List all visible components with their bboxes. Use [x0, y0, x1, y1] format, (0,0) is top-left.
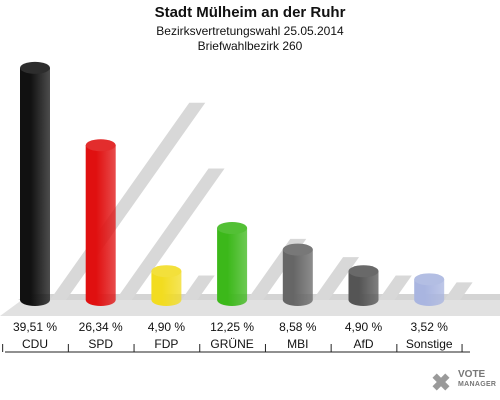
category-label: AfD	[353, 337, 373, 351]
vote-manager-logo	[432, 373, 450, 391]
logo-line2: MANAGER	[458, 381, 497, 388]
value-label: 4,90 %	[148, 320, 186, 334]
bar-shadow	[50, 102, 206, 301]
bar-grüne	[217, 222, 248, 306]
logo-line1: VOTE	[458, 369, 486, 380]
value-label: 12,25 %	[210, 320, 254, 334]
value-label: 3,52 %	[411, 320, 449, 334]
value-label: 4,90 %	[345, 320, 383, 334]
bar-spd	[85, 139, 116, 306]
value-label: 26,34 %	[79, 320, 123, 334]
value-label: 39,51 %	[13, 320, 57, 334]
chart-subtitle-election: Bezirksvertretungswahl 25.05.2014	[156, 24, 344, 38]
value-labels: 39,51 % 26,34 % 4,90 % 12,25 % 8,58 % 4,90 % 3…	[13, 320, 448, 334]
bar-cdu	[20, 61, 50, 306]
bar-shadow	[312, 257, 360, 300]
value-label: 8,58 %	[279, 320, 317, 334]
category-label: SPD	[88, 337, 113, 351]
logo-wordmark: VOTE MANAGER	[458, 370, 496, 390]
category-label: CDU	[22, 337, 48, 351]
category-axis: CDU SPD FDP GRÜNE MBI AfD Sonstige	[2, 337, 470, 353]
category-label: GRÜNE	[210, 337, 253, 351]
bar-shadow	[115, 168, 225, 300]
bars	[20, 61, 445, 306]
bar-afd	[348, 265, 379, 306]
bar-mbi	[282, 243, 313, 306]
bar-shadow	[444, 282, 473, 300]
bar-fdp	[151, 265, 182, 306]
bar-shadow	[378, 275, 412, 300]
bar-sonstige	[414, 273, 445, 306]
category-label: FDP	[154, 337, 178, 351]
category-label: MBI	[287, 337, 308, 351]
chart-title: Stadt Mülheim an der Ruhr	[154, 4, 346, 21]
category-label: Sonstige	[406, 337, 453, 351]
bar-shadow	[181, 275, 215, 300]
chart-subtitle-district: Briefwahlbezirk 260	[197, 39, 303, 53]
